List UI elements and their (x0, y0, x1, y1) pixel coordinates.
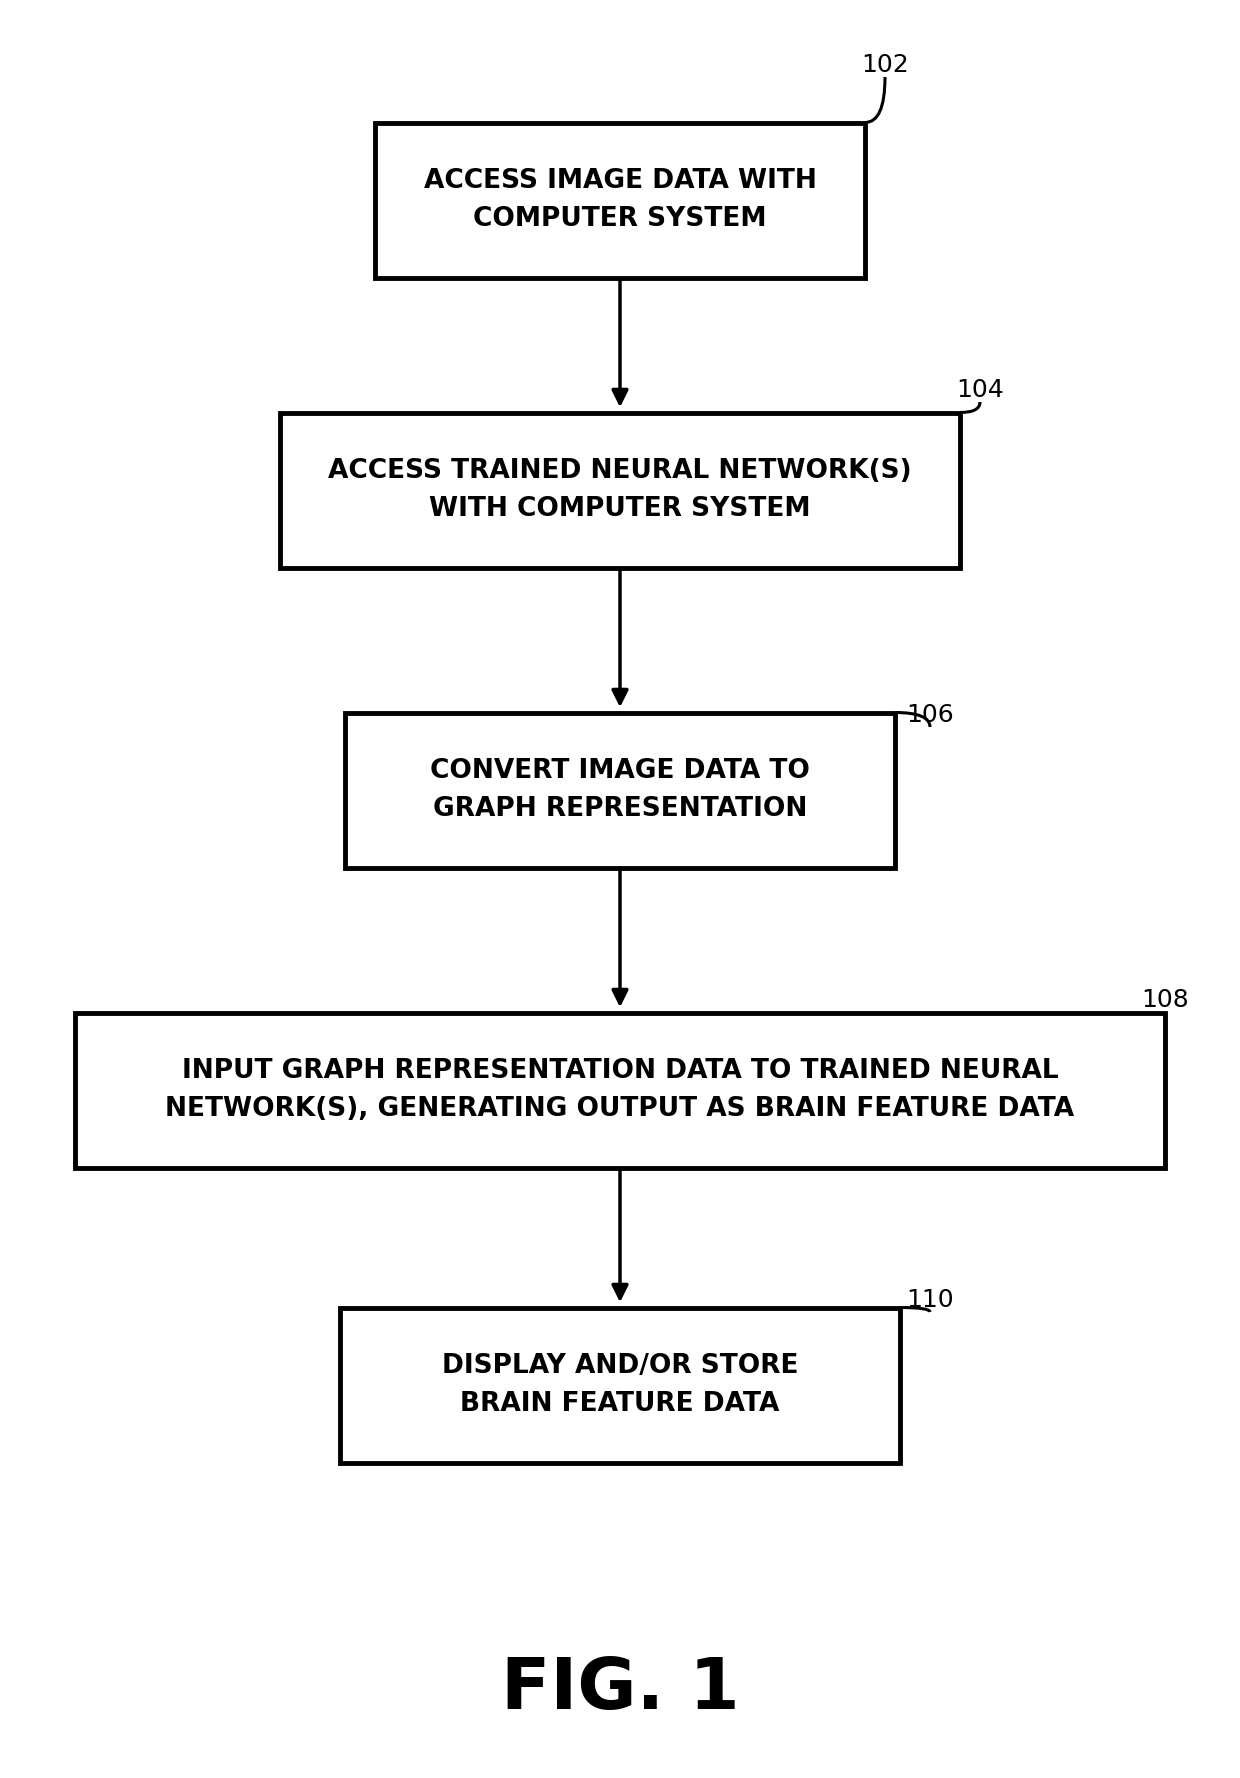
Bar (280, 412, 960, 567)
Bar (374, 123, 866, 277)
Text: DISPLAY AND/OR STORE
BRAIN FEATURE DATA: DISPLAY AND/OR STORE BRAIN FEATURE DATA (441, 1353, 799, 1417)
Bar (340, 1307, 900, 1463)
Text: 110: 110 (906, 1287, 954, 1312)
Text: ACCESS IMAGE DATA WITH
COMPUTER SYSTEM: ACCESS IMAGE DATA WITH COMPUTER SYSTEM (424, 167, 816, 231)
Bar (74, 1012, 1166, 1168)
Text: 104: 104 (956, 379, 1004, 402)
Text: ACCESS TRAINED NEURAL NETWORK(S)
WITH COMPUTER SYSTEM: ACCESS TRAINED NEURAL NETWORK(S) WITH CO… (329, 459, 911, 523)
Text: INPUT GRAPH REPRESENTATION DATA TO TRAINED NEURAL
NETWORK(S), GENERATING OUTPUT : INPUT GRAPH REPRESENTATION DATA TO TRAIN… (165, 1058, 1075, 1122)
Text: FIG. 1: FIG. 1 (501, 1655, 739, 1725)
Text: 106: 106 (906, 702, 954, 727)
Bar (345, 713, 895, 868)
Text: CONVERT IMAGE DATA TO
GRAPH REPRESENTATION: CONVERT IMAGE DATA TO GRAPH REPRESENTATI… (430, 757, 810, 821)
Text: 108: 108 (1141, 989, 1189, 1012)
Text: 102: 102 (861, 53, 909, 76)
